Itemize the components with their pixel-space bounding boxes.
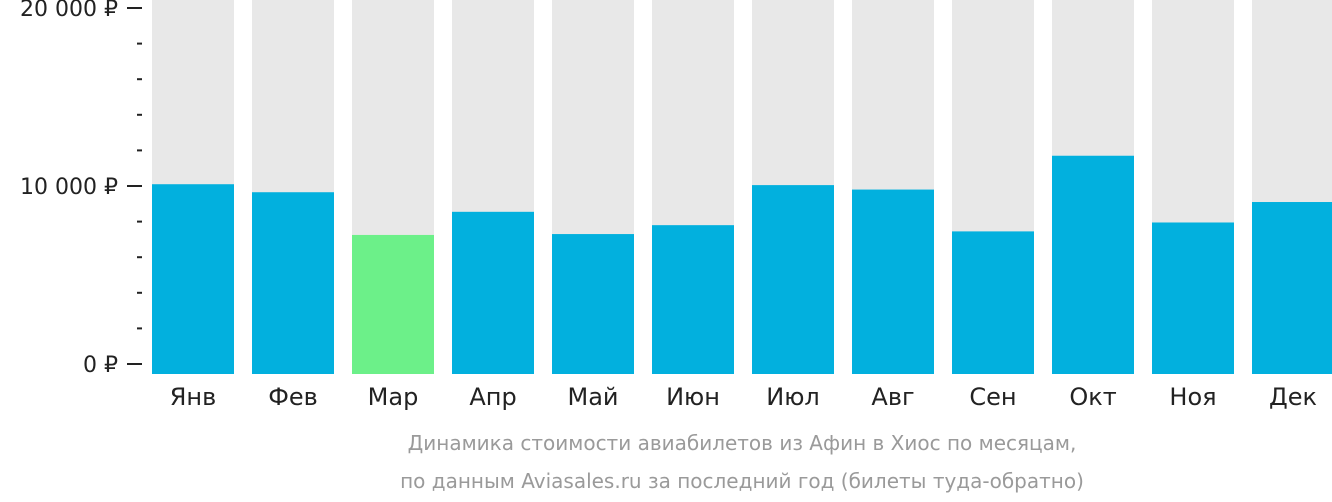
bar — [652, 225, 734, 374]
y-axis: 0 ₽ 10 000 ₽ 20 000 ₽ — [20, 0, 142, 378]
x-tick-label: Мар — [368, 383, 419, 411]
x-tick-label: Сен — [969, 383, 1016, 411]
x-tick-label: Июн — [666, 383, 720, 411]
bars — [152, 0, 1332, 374]
bar — [952, 231, 1034, 374]
x-tick-label: Апр — [469, 383, 516, 411]
x-tick-label: Ноя — [1169, 383, 1216, 411]
y-tick-label: 10 000 ₽ — [20, 175, 118, 200]
bar — [852, 189, 934, 374]
bar — [1152, 222, 1234, 374]
bar — [352, 234, 434, 374]
bar — [552, 234, 634, 374]
x-axis-labels: Янв Фев Мар Апр Май Июн Июл Авг Сен Окт Ноя Дек — [170, 383, 1317, 411]
bar — [752, 185, 834, 374]
y-tick-label: 0 ₽ — [83, 353, 118, 378]
caption-line-1: Динамика стоимости авиабилетов из Афин в… — [408, 431, 1077, 455]
bar — [152, 184, 234, 374]
bar — [252, 192, 334, 374]
x-tick-label: Дек — [1269, 383, 1317, 411]
bar — [1252, 202, 1332, 374]
x-tick-label: Фев — [268, 383, 318, 411]
x-tick-label: Авг — [871, 383, 914, 411]
x-tick-label: Июл — [766, 383, 820, 411]
caption-line-2: по данным Aviasales.ru за последний год … — [400, 469, 1084, 493]
bar — [1052, 155, 1134, 374]
x-tick-label: Окт — [1069, 383, 1116, 411]
y-tick-label: 20 000 ₽ — [20, 0, 118, 22]
x-tick-label: Янв — [170, 383, 217, 411]
bar — [452, 211, 534, 374]
x-tick-label: Май — [567, 383, 618, 411]
